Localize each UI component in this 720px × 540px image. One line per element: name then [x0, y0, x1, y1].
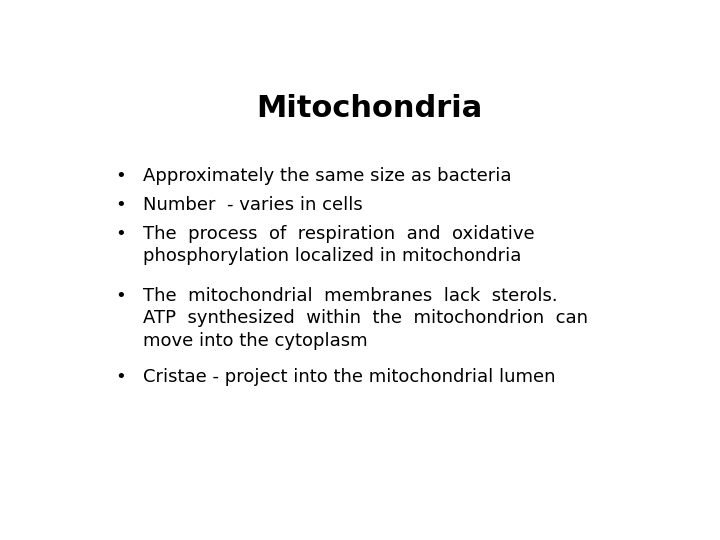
Text: •: •	[115, 368, 126, 386]
Text: •: •	[115, 167, 126, 185]
Text: Approximately the same size as bacteria: Approximately the same size as bacteria	[143, 167, 511, 185]
Text: •: •	[115, 196, 126, 214]
Text: •: •	[115, 225, 126, 243]
Text: •: •	[115, 287, 126, 305]
Text: Cristae - project into the mitochondrial lumen: Cristae - project into the mitochondrial…	[143, 368, 556, 386]
Text: The  mitochondrial  membranes  lack  sterols.
ATP  synthesized  within  the  mit: The mitochondrial membranes lack sterols…	[143, 287, 588, 350]
Text: Number  - varies in cells: Number - varies in cells	[143, 196, 363, 214]
Text: The  process  of  respiration  and  oxidative
phosphorylation localized in mitoc: The process of respiration and oxidative…	[143, 225, 535, 265]
Text: Mitochondria: Mitochondria	[256, 94, 482, 123]
